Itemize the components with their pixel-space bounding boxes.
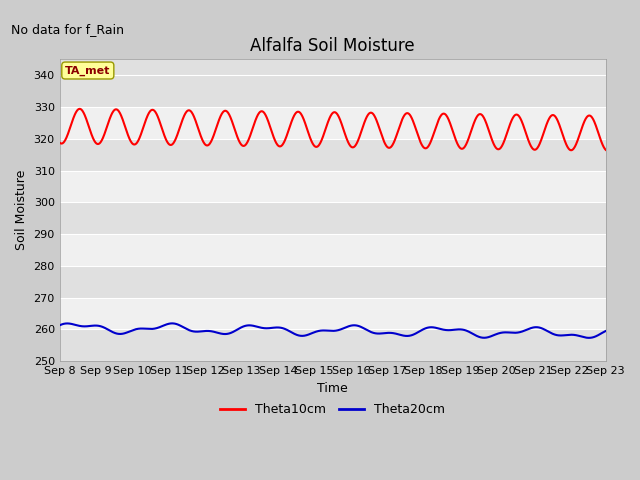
Bar bbox=[60, 298, 605, 329]
Title: Alfalfa Soil Moisture: Alfalfa Soil Moisture bbox=[250, 37, 415, 55]
Bar bbox=[60, 329, 605, 361]
Bar bbox=[60, 139, 605, 170]
Bar bbox=[60, 107, 605, 139]
Bar bbox=[60, 202, 605, 234]
Bar bbox=[60, 266, 605, 298]
Text: No data for f_Rain: No data for f_Rain bbox=[10, 23, 124, 36]
Bar bbox=[60, 234, 605, 266]
Bar bbox=[60, 170, 605, 202]
Y-axis label: Soil Moisture: Soil Moisture bbox=[15, 170, 28, 251]
X-axis label: Time: Time bbox=[317, 382, 348, 395]
Bar bbox=[60, 75, 605, 107]
Legend: Theta10cm, Theta20cm: Theta10cm, Theta20cm bbox=[216, 398, 450, 421]
Text: TA_met: TA_met bbox=[65, 65, 111, 76]
